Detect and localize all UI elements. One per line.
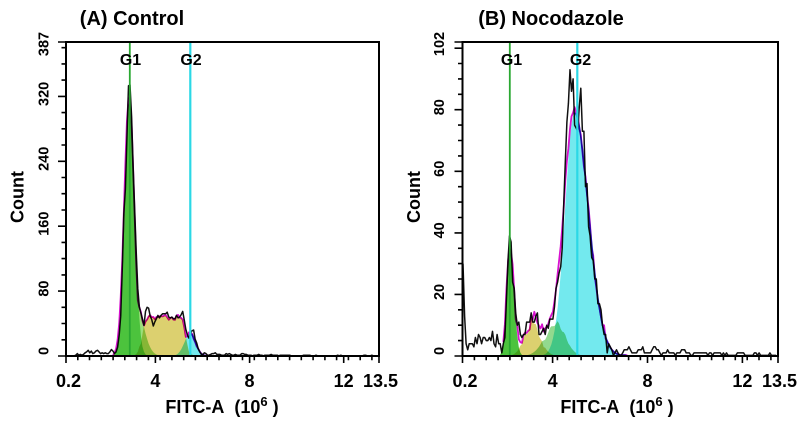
svg-text:20: 20	[432, 284, 448, 300]
svg-text:12: 12	[334, 371, 354, 391]
svg-text:0: 0	[432, 347, 448, 355]
svg-text:60: 60	[432, 161, 448, 177]
svg-text:G1: G1	[120, 52, 141, 69]
svg-text:387: 387	[37, 32, 53, 56]
svg-text:160: 160	[37, 212, 53, 236]
svg-text:G1: G1	[501, 52, 522, 69]
svg-text:Count: Count	[404, 171, 424, 223]
svg-text:(B) Nocodazole: (B) Nocodazole	[478, 8, 624, 30]
svg-text:102: 102	[432, 32, 448, 56]
svg-text:40: 40	[432, 222, 448, 238]
svg-text:80: 80	[37, 281, 53, 297]
svg-text:4: 4	[150, 371, 160, 391]
svg-text:Count: Count	[8, 171, 28, 223]
svg-text:FITC-A (106 ): FITC-A (106 )	[560, 394, 673, 417]
svg-text:(A) Control: (A) Control	[80, 8, 184, 30]
svg-text:G2: G2	[180, 52, 201, 69]
svg-text:8: 8	[643, 371, 653, 391]
svg-text:80: 80	[432, 99, 448, 115]
svg-text:320: 320	[37, 82, 53, 106]
svg-text:0.2: 0.2	[452, 371, 477, 391]
svg-text:FITC-A (106 ): FITC-A (106 )	[165, 394, 278, 417]
svg-text:4: 4	[548, 371, 558, 391]
svg-text:240: 240	[37, 147, 53, 171]
svg-text:8: 8	[245, 371, 255, 391]
svg-text:12: 12	[732, 371, 752, 391]
svg-text:0: 0	[37, 347, 53, 355]
svg-text:G2: G2	[570, 52, 591, 69]
svg-text:13.5: 13.5	[762, 371, 797, 391]
svg-text:13.5: 13.5	[363, 371, 398, 391]
svg-text:0.2: 0.2	[56, 371, 81, 391]
